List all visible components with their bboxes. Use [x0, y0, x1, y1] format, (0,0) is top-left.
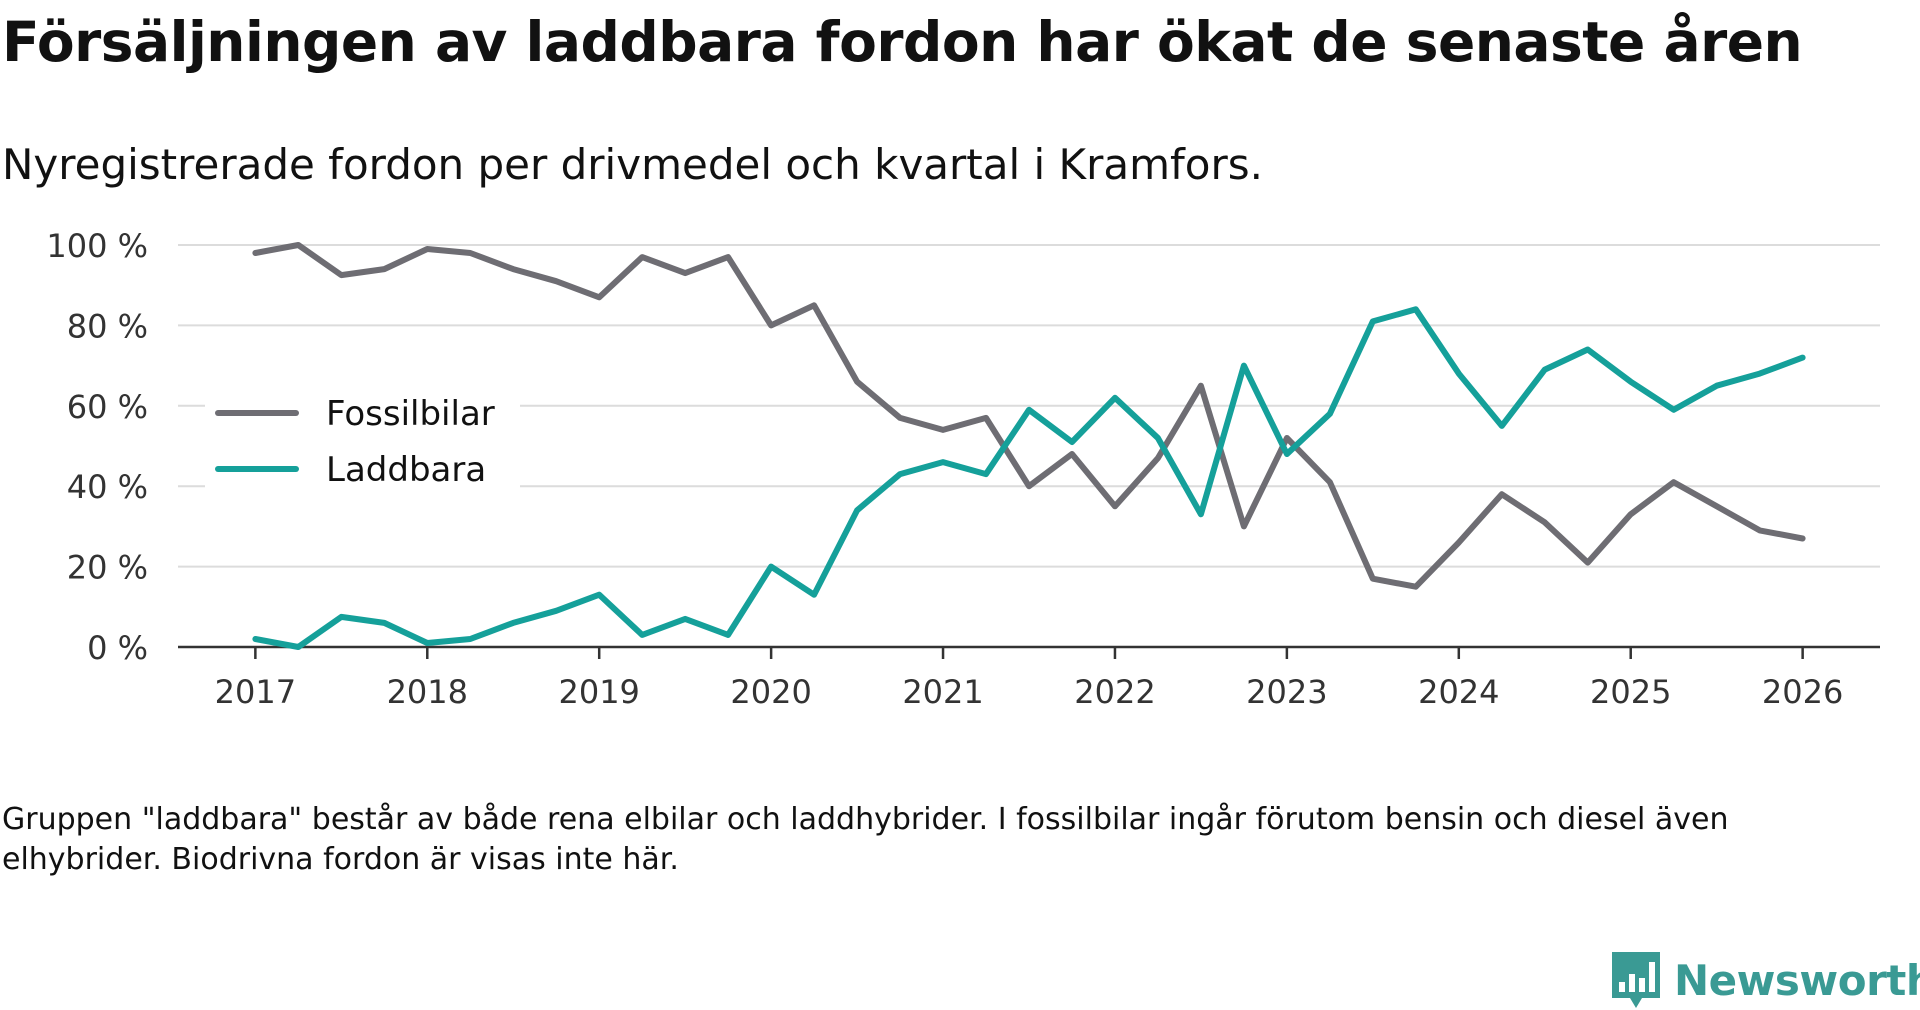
- x-axis: 2017 2018 2019 2020 2021 2022 2023 2024 2025 2026: [178, 645, 1880, 711]
- y-tick-label: 40 %: [67, 468, 148, 506]
- newsworthy-logo-icon: [1612, 952, 1660, 1008]
- legend-label-fossilbilar: Fossilbilar: [326, 394, 495, 434]
- series-lines: [252, 242, 1806, 650]
- x-tick-label: 2022: [1074, 673, 1155, 711]
- x-tick-label: 2023: [1246, 673, 1327, 711]
- legend: Fossilbilar Laddbara: [205, 388, 520, 498]
- y-axis-tick-labels: 0 % 20 % 40 % 60 % 80 % 100 %: [46, 227, 148, 667]
- chart-subtitle: Nyregistrerade fordon per drivmedel och …: [2, 140, 1263, 189]
- y-tick-label: 20 %: [67, 549, 148, 587]
- line-chart: 0 % 20 % 40 % 60 % 80 % 100 % 2017 2018 2019 202…: [46, 227, 1880, 711]
- x-tick-label: 2019: [558, 673, 639, 711]
- brand[interactable]: Newsworthy: [1610, 950, 1920, 1010]
- x-tick-label: 2020: [730, 673, 811, 711]
- chart-title: Försäljningen av laddbara fordon har öka…: [2, 10, 1803, 74]
- y-tick-label: 80 %: [67, 307, 148, 345]
- legend-background: [205, 388, 520, 498]
- x-tick-label: 2017: [215, 673, 296, 711]
- x-tick-label: 2024: [1418, 673, 1499, 711]
- x-tick-label: 2021: [902, 673, 983, 711]
- gridlines: [178, 244, 1880, 568]
- legend-label-laddbara: Laddbara: [326, 450, 486, 490]
- series-line-fossilbilar: [252, 242, 1806, 590]
- footnote: Gruppen "laddbara" består av både rena e…: [2, 802, 1729, 877]
- brand-name: Newsworthy: [1674, 955, 1920, 1005]
- series-line-laddbara: [252, 306, 1806, 650]
- x-tick-label: 2025: [1590, 673, 1671, 711]
- y-tick-label: 100 %: [46, 227, 148, 265]
- y-tick-label: 0 %: [87, 629, 148, 667]
- x-tick-label: 2018: [387, 673, 468, 711]
- y-tick-label: 60 %: [67, 388, 148, 426]
- x-tick-label: 2026: [1762, 673, 1843, 711]
